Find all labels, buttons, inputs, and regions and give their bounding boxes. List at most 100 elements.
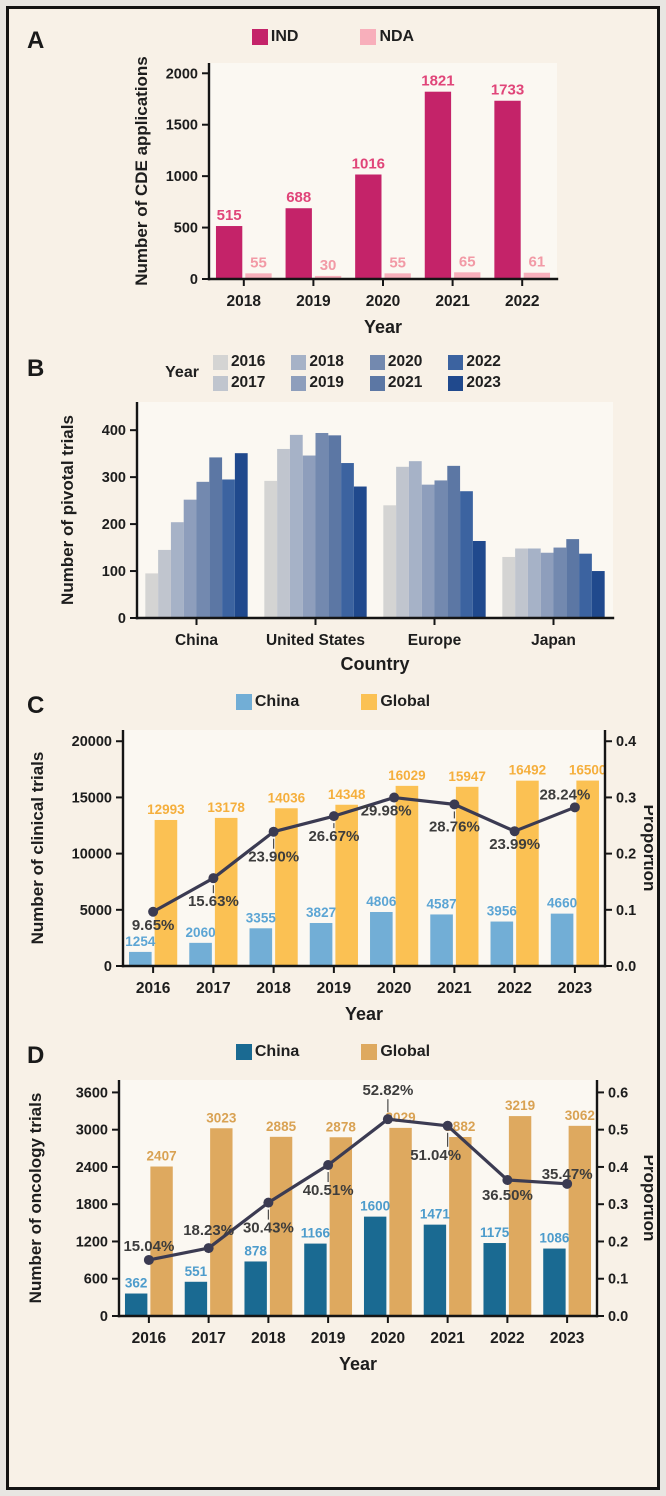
axes: 0 100 200 300 400 China United States Europe Jap… [58,402,615,674]
x-tick-label: 2020 [371,1330,405,1347]
x-tick-label: 2019 [311,1330,346,1347]
bar-2021-Japan [566,539,580,618]
proportion-label: 23.99% [489,836,540,853]
legend-label: 2017 [230,374,266,391]
bar-2019-United States [302,455,316,618]
y-tick-label: 400 [102,423,126,439]
bars [124,1116,592,1316]
bar-global-2018 [275,808,298,966]
bar-global-2022 [516,780,539,966]
bar-china-2016 [129,951,152,966]
legend-swatch [361,694,378,710]
legend-grid: 2016 2017 2018 2019 2020 2021 2022 2023 [212,353,501,392]
bar-value-label: 515 [217,207,242,224]
legend-item-2020: 2020 [369,353,422,371]
bar-2023-China [234,453,248,618]
legend-label: China [254,693,300,710]
panel-d-label: D [27,1042,45,1069]
panel-c-chart: 1254 2060 3355 3827 4806 4587 3956 4660 12993 131… [28,730,653,1024]
proportion-label: 15.63% [188,893,239,910]
legend-label: China [254,1043,300,1060]
proportion-label: 51.04% [410,1147,461,1164]
bar-value-label: 14036 [268,790,306,805]
bar-2022-Europe [460,491,473,618]
bar-value-label: 13178 [207,800,245,815]
x-tick-label: United States [266,632,365,649]
proportion-point [562,1178,573,1189]
legend-swatch [360,29,377,45]
bar-value-label: 1733 [491,82,524,99]
x-tick-label: 2021 [435,293,470,310]
y-tick-label: 3000 [76,1123,108,1139]
bar-nda-2021 [454,272,481,279]
bar-2017-United States [277,448,290,618]
legend-label: 2019 [309,374,344,391]
y-tick-label: 600 [84,1272,108,1288]
bar-2022-China [222,479,235,618]
legend-item-ind: IND [251,28,298,46]
bar-china-2020 [363,1216,387,1316]
right-tick-label: 0.6 [608,1085,628,1101]
proportion-point [449,799,460,810]
bar-value-label: 4587 [427,896,457,911]
x-tick-label: 2022 [505,293,539,310]
bar-2019-Europe [421,484,435,618]
bar-global-2020 [395,785,419,966]
x-axis-title: Year [345,1004,383,1024]
x-tick-label: 2018 [227,293,262,310]
bar-global-2019 [329,1137,353,1316]
legend-swatch [448,375,464,391]
bar-2017-China [158,549,171,618]
x-tick-label: 2017 [191,1330,225,1347]
bar-value-label: 551 [185,1264,208,1279]
proportion-label: 29.98% [361,803,412,820]
y-tick-label: 200 [102,517,126,533]
bar-global-2021 [449,1137,472,1316]
bar-2016-Japan [502,556,516,618]
y-tick-label: 1500 [166,118,198,134]
proportion-point [323,1160,334,1171]
y-axis-title: Number of pivotal trials [58,415,77,605]
bar-value-label: 3023 [206,1110,237,1125]
right-tick-label: 0.1 [616,903,636,919]
bar-global-2023 [576,780,599,966]
bar-value-label: 3956 [487,904,518,919]
right-tick-label: 0.0 [616,959,636,975]
bar-china-2016 [124,1293,148,1316]
bar-china-2021 [423,1224,447,1316]
bar-value-label: 4806 [366,894,397,909]
x-tick-label: 2020 [366,293,400,310]
bar-china-2020 [370,911,393,966]
proportion-point [442,1120,453,1131]
right-tick-label: 0.0 [608,1309,628,1325]
bar-ind-2018 [215,226,243,279]
legend-label: 2018 [309,353,344,370]
proportion-label: 23.90% [248,849,299,866]
y-tick-label: 1000 [166,169,198,185]
proportion-label: 52.82% [362,1082,413,1099]
y-tick-label: 2400 [76,1160,108,1176]
bar-2022-United States [341,463,354,618]
bar-2019-Japan [540,552,554,618]
proportion-label: 28.76% [429,818,480,835]
legend-item-global: Global [361,693,430,711]
bar-nda-2019 [314,275,342,279]
y-tick-label: 2000 [166,66,198,82]
bars [129,780,599,966]
legend-swatch [369,375,385,391]
axes: 0 600 1200 1800 2400 3000 3600 2016 2017 2018 2019… [26,1080,653,1374]
legend-label: 2021 [387,374,423,391]
x-tick-label: Japan [531,632,576,649]
legend-title: Year [165,363,199,381]
bar-2018-United States [289,434,303,618]
legend-swatch [235,1044,252,1060]
panel-a-chart: 515 688 1016 1821 1733 55 30 55 65 61 0 500 1000 1500… [132,56,559,337]
bar-2017-Europe [396,466,409,618]
bar-2017-Japan [515,548,528,618]
legend-label: Global [380,693,431,710]
bar-value-label: 1175 [480,1225,510,1240]
bar-global-2016 [154,819,178,966]
bar-ind-2022 [494,100,521,280]
bar-value-labels: 515 688 1016 1821 1733 55 30 55 65 61 [217,73,546,274]
proportion-line-series: 15.04% 18.23% 30.43% 40.51% 52.82% 51.04% 36.5… [123,1082,593,1265]
